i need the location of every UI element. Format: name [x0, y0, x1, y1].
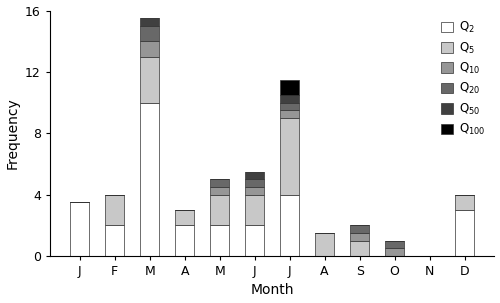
Bar — [245, 171, 264, 179]
Bar — [140, 41, 160, 57]
Bar — [245, 179, 264, 187]
Bar — [175, 225, 195, 256]
Bar — [385, 248, 404, 256]
Bar — [210, 187, 230, 195]
Bar — [210, 195, 230, 225]
Bar — [175, 210, 195, 225]
Bar — [245, 225, 264, 256]
Bar — [245, 187, 264, 195]
Bar — [280, 118, 299, 195]
Bar — [210, 179, 230, 187]
Bar — [140, 102, 160, 256]
Bar — [280, 195, 299, 256]
Bar — [350, 233, 370, 241]
Bar — [350, 241, 370, 256]
Bar — [455, 210, 474, 256]
Bar — [210, 225, 230, 256]
Bar — [280, 95, 299, 102]
Bar — [385, 241, 404, 248]
Bar — [455, 195, 474, 210]
Bar — [280, 80, 299, 95]
Bar — [105, 195, 124, 225]
Bar — [140, 18, 160, 26]
Bar — [280, 102, 299, 110]
Bar — [70, 202, 89, 256]
Y-axis label: Frequency: Frequency — [6, 97, 20, 169]
Bar — [140, 57, 160, 102]
Bar — [280, 110, 299, 118]
Bar — [315, 233, 334, 256]
X-axis label: Month: Month — [250, 283, 294, 298]
Legend: Q$_2$, Q$_5$, Q$_{10}$, Q$_{20}$, Q$_{50}$, Q$_{100}$: Q$_2$, Q$_5$, Q$_{10}$, Q$_{20}$, Q$_{50… — [438, 16, 488, 141]
Bar — [105, 225, 124, 256]
Bar — [245, 195, 264, 225]
Bar — [140, 26, 160, 41]
Bar — [350, 225, 370, 233]
